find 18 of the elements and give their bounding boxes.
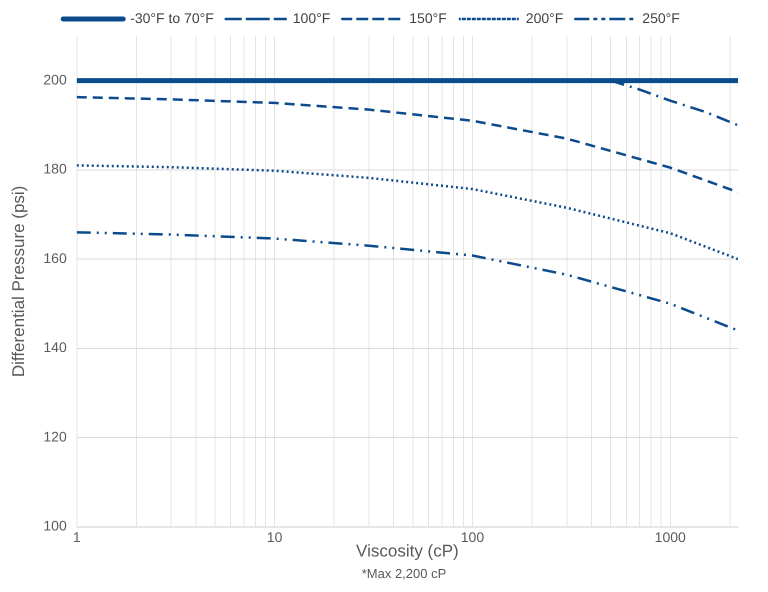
text: *Max 2,200 cP [360,566,448,581]
x-tick-label: 1 [72,529,81,546]
legend-label: 250°F [642,10,680,26]
legend-label: 100°F [292,10,330,26]
y-axis-title: Differential Pressure (psi) [8,186,28,378]
y-tick-label: 100 [43,518,67,534]
legend-label: -30°F to 70°F [130,10,214,26]
legend-label: 200°F [526,10,564,26]
y-tick-label: 160 [43,250,67,266]
y-tick-label: 180 [43,160,67,177]
y-tick-label: 120 [43,428,67,444]
legend-label: 150°F [409,10,447,26]
x-tick-label: 1000 [654,529,686,546]
x-tick-label: 100 [460,529,484,546]
x-tick-label: 10 [266,529,283,546]
x-axis-title: Viscosity (cP) [356,541,459,560]
y-tick-label: 140 [43,339,67,356]
y-tick-label: 200 [43,71,67,88]
